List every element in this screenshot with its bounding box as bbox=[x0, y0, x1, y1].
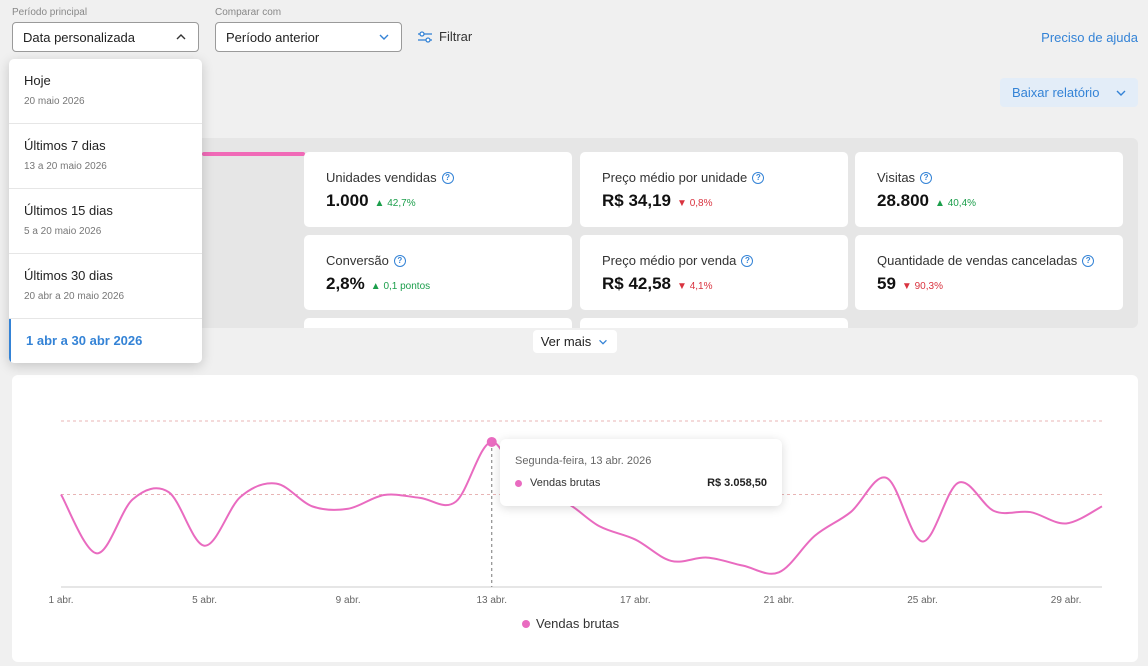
period-option-custom[interactable]: 1 abr a 30 abr 2026 bbox=[9, 319, 202, 363]
period-option-today[interactable]: Hoje 20 maio 2026 bbox=[9, 59, 202, 124]
metric-delta: ▲ 40,4% bbox=[935, 198, 977, 209]
chevron-up-icon bbox=[176, 34, 186, 40]
metric-card-units-sold[interactable]: Unidades vendidas? 1.000 ▲ 42,7% bbox=[304, 152, 572, 227]
metric-delta: ▼ 4,1% bbox=[677, 281, 713, 292]
filter-sliders-icon bbox=[418, 30, 432, 43]
x-tick-label: 9 abr. bbox=[336, 595, 361, 606]
metric-card-conversion[interactable]: Conversão? 2,8% ▲ 0,1 pontos bbox=[304, 235, 572, 310]
x-tick-label: 1 abr. bbox=[48, 595, 73, 606]
metric-title: Quantidade de vendas canceladas bbox=[877, 253, 1078, 268]
sales-line-chart[interactable]: 1 abr. 5 abr. 9 abr. 13 abr. 17 abr. 21 abr. 2… bbox=[12, 375, 1138, 662]
help-icon[interactable]: ? bbox=[741, 254, 754, 267]
main-period-select[interactable]: Data personalizada bbox=[12, 22, 199, 52]
metric-card-avg-price-sale[interactable]: Preço médio por venda? R$ 42,58 ▼ 4,1% bbox=[580, 235, 848, 310]
period-option-15-days[interactable]: Últimos 15 dias 5 a 20 maio 2026 bbox=[9, 189, 202, 254]
metric-card-visits[interactable]: Visitas? 28.800 ▲ 40,4% bbox=[855, 152, 1123, 227]
sales-chart-panel: 1 abr. 5 abr. 9 abr. 13 abr. 17 abr. 21 abr. 2… bbox=[12, 375, 1138, 662]
main-period-value: Data personalizada bbox=[23, 29, 136, 45]
option-label: Últimos 7 dias bbox=[24, 138, 106, 153]
metric-delta: ▼ 0,8% bbox=[677, 198, 713, 209]
compare-value: Período anterior bbox=[226, 29, 320, 45]
help-icon[interactable]: ? bbox=[1082, 254, 1095, 267]
legend-label: Vendas brutas bbox=[536, 616, 620, 631]
x-tick-label: 25 abr. bbox=[907, 595, 938, 606]
x-tick-label: 5 abr. bbox=[192, 595, 217, 606]
metric-value: R$ 34,19 bbox=[602, 191, 671, 210]
tooltip-date: Segunda-feira, 13 abr. 2026 bbox=[515, 455, 652, 467]
metric-card-avg-price-unit[interactable]: Preço médio por unidade? R$ 34,19 ▼ 0,8% bbox=[580, 152, 848, 227]
metric-title: Conversão bbox=[326, 253, 389, 268]
x-tick-label: 21 abr. bbox=[764, 595, 795, 606]
compare-select[interactable]: Período anterior bbox=[215, 22, 402, 52]
period-dropdown-menu: Hoje 20 maio 2026 Últimos 7 dias 13 a 20… bbox=[9, 59, 202, 363]
legend-dot bbox=[522, 619, 530, 628]
metric-value: 2,8% bbox=[326, 274, 365, 293]
download-report-label: Baixar relatório bbox=[1012, 85, 1100, 100]
filter-button[interactable]: Filtrar bbox=[417, 29, 472, 44]
highlighted-point bbox=[486, 436, 497, 447]
option-label: Hoje bbox=[24, 73, 51, 88]
period-option-30-days[interactable]: Últimos 30 dias 20 abr a 20 maio 2026 bbox=[9, 254, 202, 319]
option-label: 1 abr a 30 abr 2026 bbox=[26, 333, 143, 348]
option-label: Últimos 15 dias bbox=[24, 203, 113, 218]
option-sub: 20 maio 2026 bbox=[24, 96, 85, 107]
help-icon[interactable]: ? bbox=[752, 171, 765, 184]
help-icon[interactable]: ? bbox=[393, 254, 406, 267]
metric-delta: ▼ 90,3% bbox=[901, 281, 943, 292]
period-option-7-days[interactable]: Últimos 7 dias 13 a 20 maio 2026 bbox=[9, 124, 202, 189]
option-label: Últimos 30 dias bbox=[24, 268, 113, 283]
chart-tooltip: Segunda-feira, 13 abr. 2026 Vendas bruta… bbox=[500, 439, 782, 506]
tooltip-series: Vendas brutas bbox=[530, 477, 601, 489]
see-more-label: Ver mais bbox=[540, 334, 592, 349]
compare-label: Comparar com bbox=[215, 7, 282, 18]
metric-value: 59 bbox=[877, 274, 896, 293]
help-link[interactable]: Preciso de ajuda bbox=[1041, 30, 1138, 45]
option-sub: 20 abr a 20 maio 2026 bbox=[24, 291, 125, 302]
tooltip-value: R$ 3.058,50 bbox=[707, 477, 767, 489]
filter-label: Filtrar bbox=[439, 29, 473, 44]
metric-title: Unidades vendidas bbox=[326, 170, 437, 185]
metric-title: Preço médio por venda bbox=[602, 253, 737, 268]
main-period-label: Período principal bbox=[12, 7, 88, 18]
series-line-vendas-brutas bbox=[60, 440, 1103, 575]
download-report-button[interactable]: Baixar relatório bbox=[1000, 78, 1138, 107]
metric-value: 28.800 bbox=[877, 191, 929, 210]
x-tick-label: 17 abr. bbox=[620, 595, 651, 606]
help-icon[interactable]: ? bbox=[441, 171, 454, 184]
metric-title: Visitas bbox=[877, 170, 916, 185]
metric-card-cancelled-sales[interactable]: Quantidade de vendas canceladas? 59 ▼ 90,… bbox=[855, 235, 1123, 310]
metric-value: R$ 42,58 bbox=[602, 274, 671, 293]
metric-delta: ▲ 42,7% bbox=[374, 198, 416, 209]
option-sub: 13 a 20 maio 2026 bbox=[24, 161, 107, 172]
option-sub: 5 a 20 maio 2026 bbox=[24, 226, 102, 237]
chevron-down-icon bbox=[379, 34, 389, 40]
metric-value: 1.000 bbox=[326, 191, 369, 210]
metric-card-partial bbox=[304, 318, 572, 328]
metric-title: Preço médio por unidade bbox=[602, 170, 748, 185]
tooltip-series-dot bbox=[515, 479, 522, 487]
metric-card-partial bbox=[580, 318, 848, 328]
chevron-down-icon bbox=[599, 339, 608, 345]
x-tick-label: 13 abr. bbox=[476, 595, 507, 606]
see-more-button[interactable]: Ver mais bbox=[533, 330, 617, 353]
metric-delta: ▲ 0,1 pontos bbox=[370, 281, 431, 292]
chart-legend[interactable]: Vendas brutas bbox=[522, 616, 619, 631]
x-tick-label: 29 abr. bbox=[1051, 595, 1082, 606]
selected-metric-indicator bbox=[202, 152, 305, 156]
help-icon[interactable]: ? bbox=[920, 171, 933, 184]
chevron-down-icon bbox=[1116, 90, 1126, 96]
